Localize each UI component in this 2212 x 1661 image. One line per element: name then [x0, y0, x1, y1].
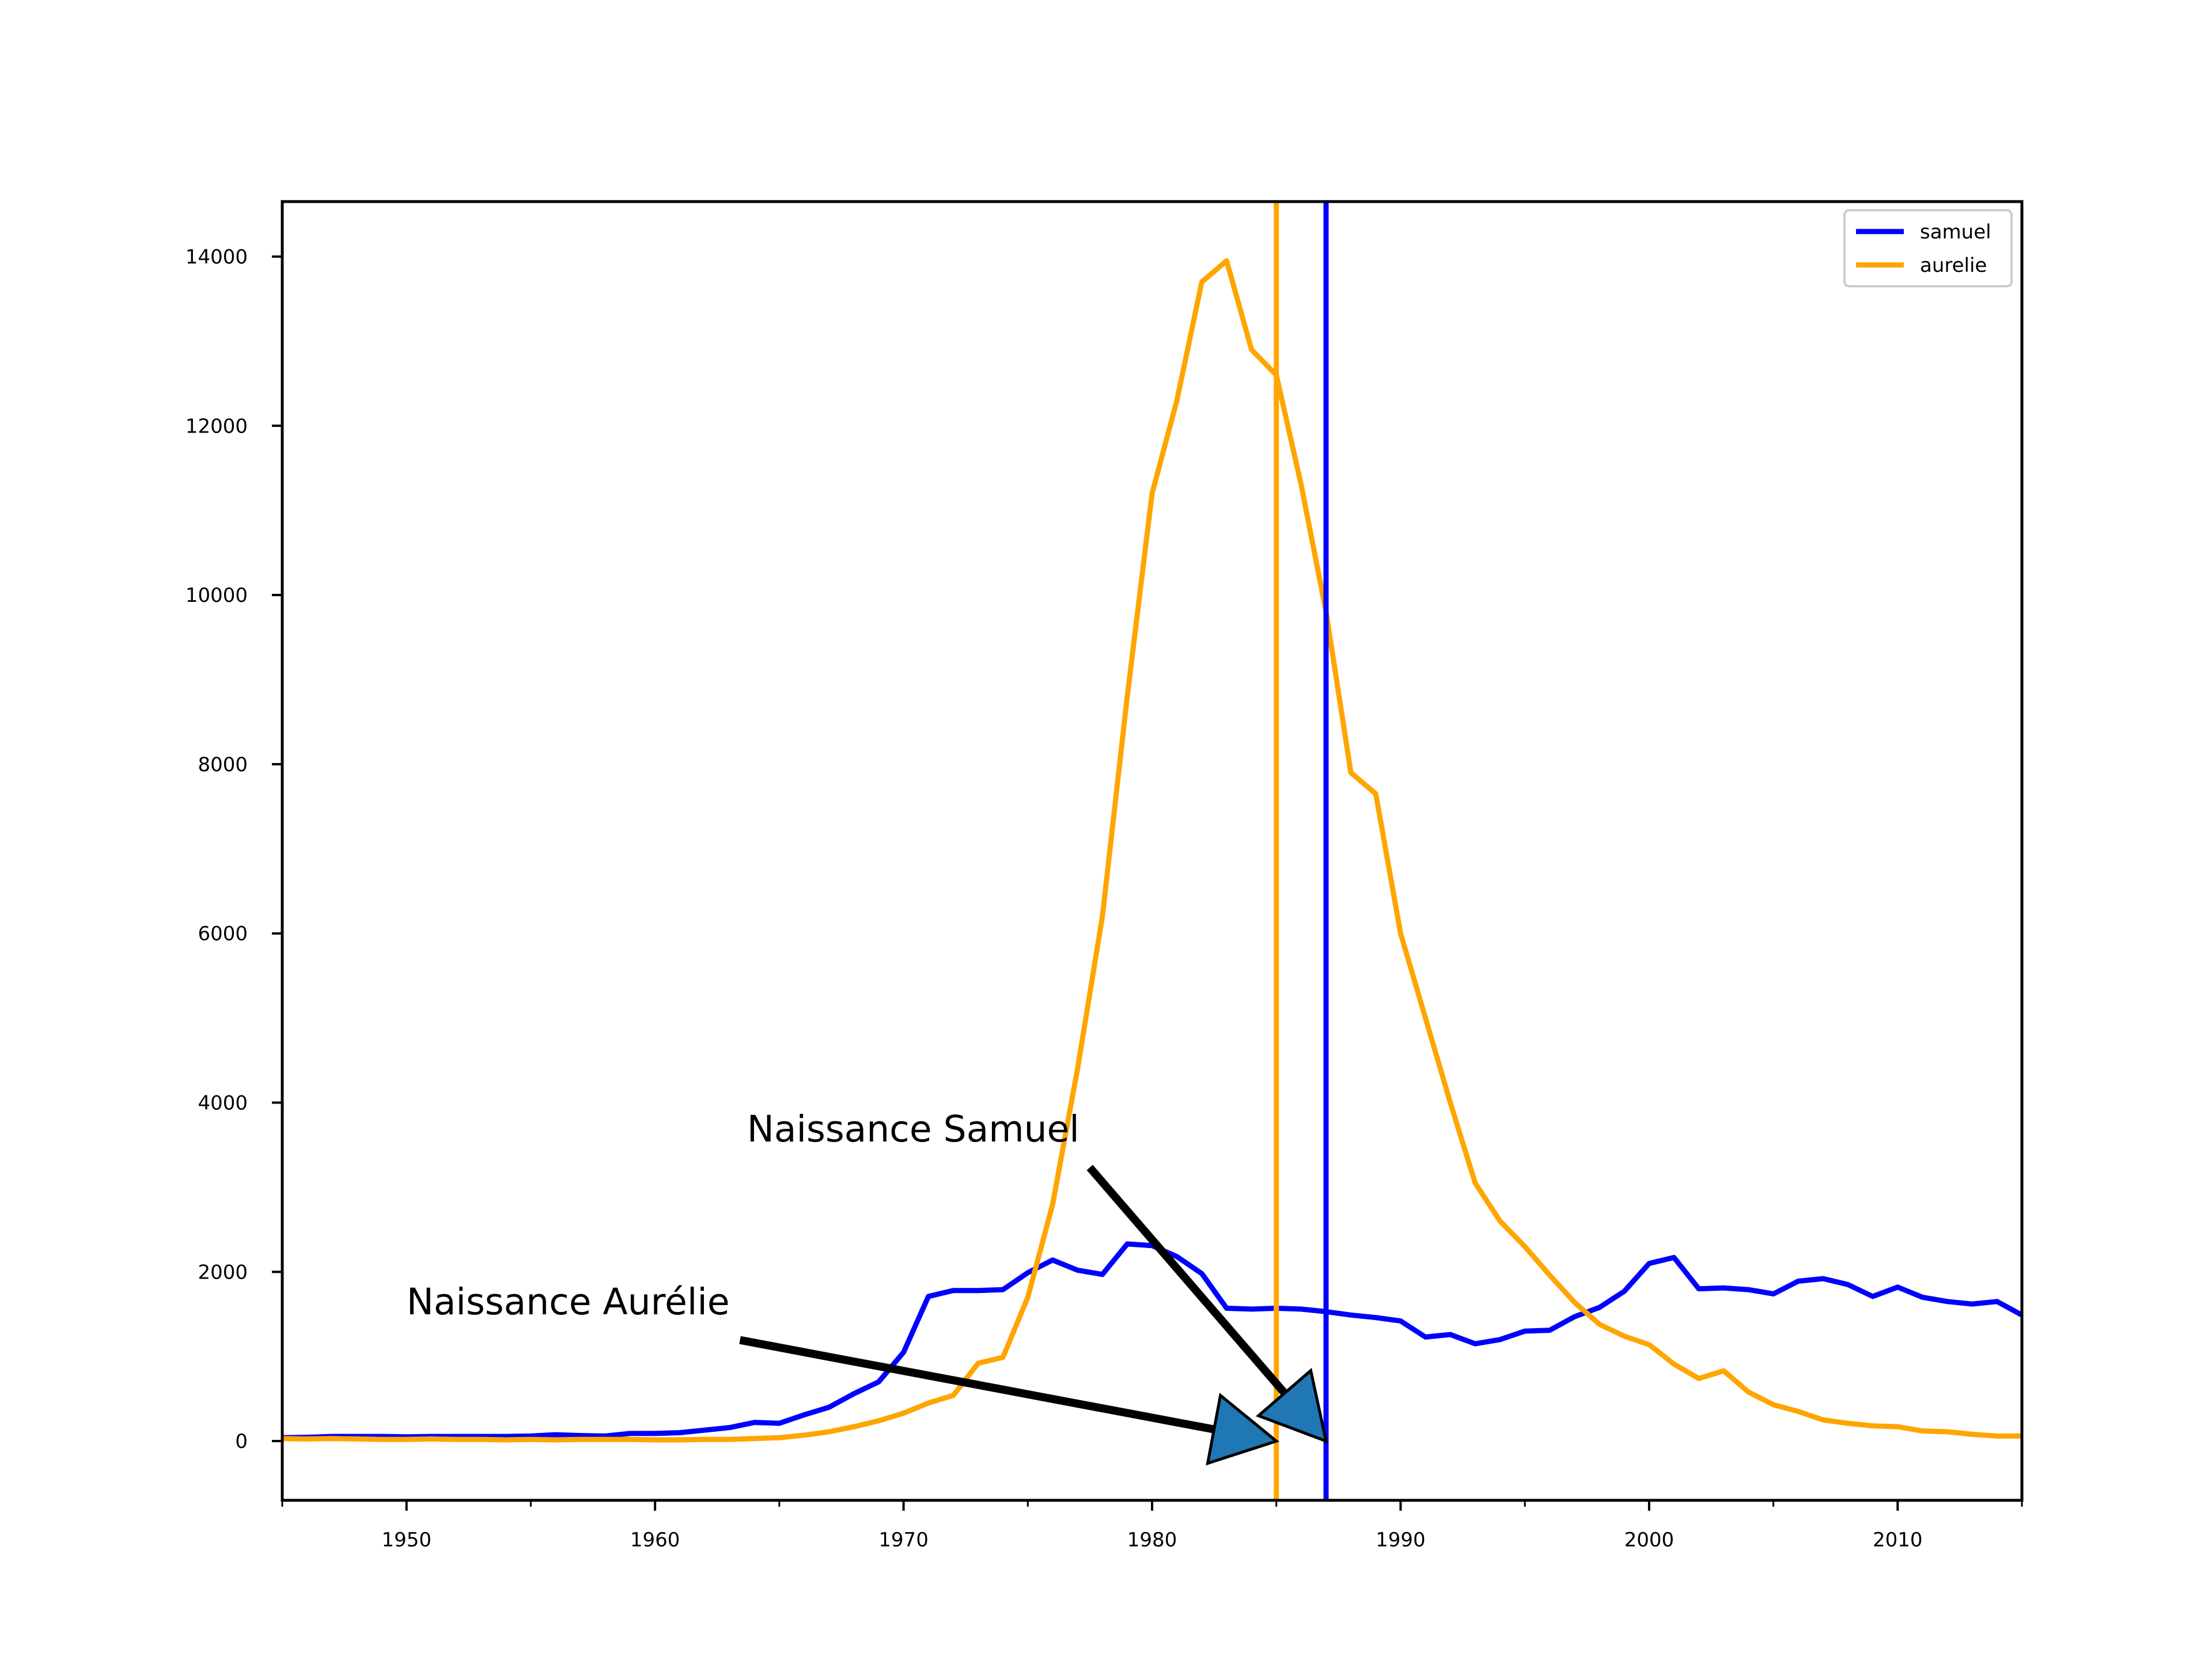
- axes: 1950 1960 1970 1980 1990 2000 2010 0 2000 4000 600…: [185, 200, 2024, 1552]
- legend-label-samuel: samuel: [1920, 221, 1991, 244]
- annotation-text: Naissance Samuel: [747, 1108, 1080, 1150]
- x-tick-label: 1970: [878, 1529, 929, 1552]
- x-tick-label: 2000: [1624, 1529, 1675, 1552]
- y-tick-label: 6000: [198, 923, 248, 946]
- x-tick-label: 2010: [1873, 1529, 1923, 1552]
- y-tick-label: 12000: [185, 415, 248, 438]
- x-tick-label: 1950: [381, 1529, 431, 1552]
- x-tick-label: 1980: [1127, 1529, 1177, 1552]
- x-tick-label: 1990: [1376, 1529, 1426, 1552]
- y-tick-label: 2000: [198, 1261, 248, 1284]
- y-tick-label: 10000: [185, 584, 248, 607]
- y-tick-label: 14000: [185, 245, 248, 268]
- annotation-arrow-shaft: [739, 1336, 1221, 1435]
- x-tick-label: 1960: [630, 1529, 680, 1552]
- annotation-arrow-head: [1206, 1393, 1279, 1466]
- y-tick-label: 4000: [198, 1092, 248, 1115]
- annotation-text: Naissance Aurélie: [407, 1281, 730, 1323]
- annotation-arrow-head: [1255, 1368, 1328, 1444]
- plot-data: [282, 202, 2022, 1500]
- legend: samuel aurelie: [1843, 209, 2013, 287]
- annotation-arrow-shaft: [1086, 1165, 1291, 1401]
- y-tick-label: 0: [235, 1430, 248, 1453]
- series-line-aurelie: [282, 258, 2022, 1443]
- legend-label-aurelie: aurelie: [1920, 254, 1987, 277]
- y-tick-label: 8000: [198, 753, 248, 776]
- annotations: Naissance Aurélie Naissance Samuel: [407, 1108, 1328, 1466]
